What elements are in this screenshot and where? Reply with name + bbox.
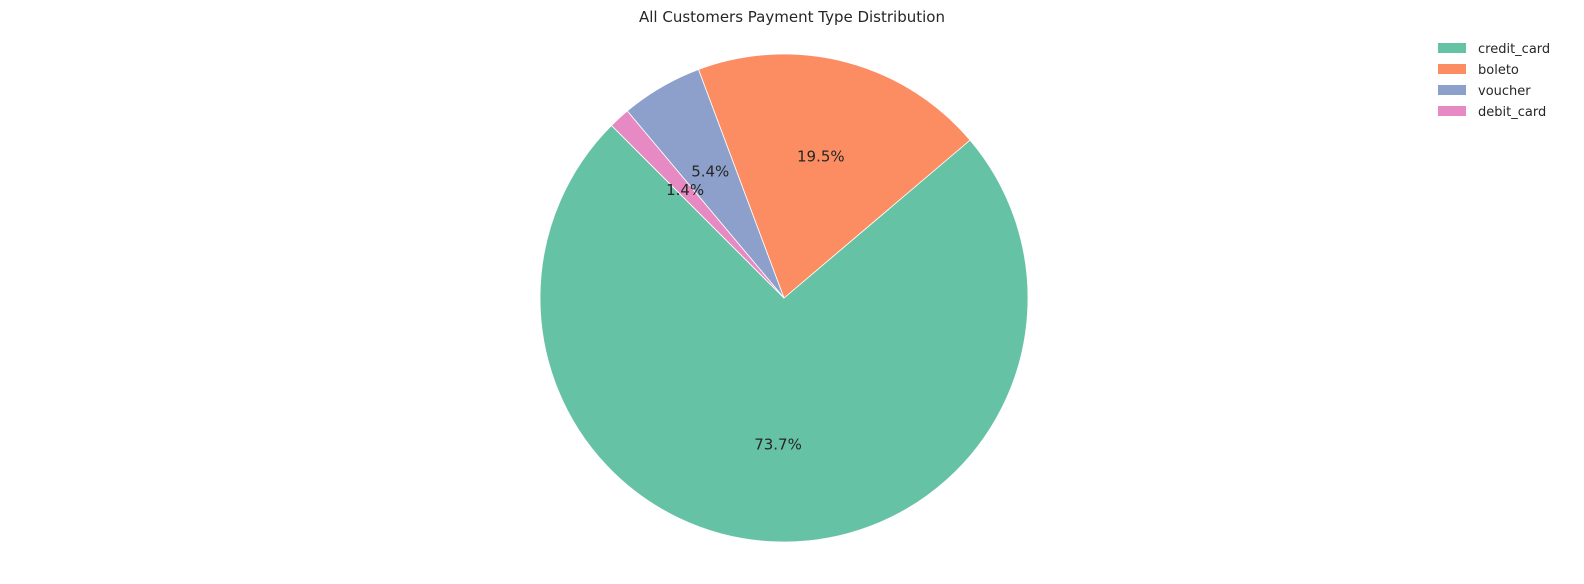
percent-label-boleto: 19.5% (797, 147, 845, 165)
percent-labels: 73.7% 19.5% 5.4%1.4% (666, 147, 845, 453)
legend-label-credit-card: credit_card (1478, 42, 1550, 57)
pie-slice-boleto (697, 53, 971, 299)
percent-label-voucher: 5.4% (691, 163, 729, 181)
legend-swatch-voucher (1438, 85, 1466, 95)
legend-label-voucher: voucher (1478, 84, 1531, 99)
pie-slices (539, 53, 1029, 543)
legend-label-boleto: boleto (1478, 63, 1519, 78)
percent-label-credit-card: 73.7% (754, 435, 802, 453)
legend-swatch-debit-card (1438, 106, 1466, 116)
percent-label-debit-card: 1.4% (666, 181, 704, 199)
pie-slice-credit-card (539, 124, 1029, 543)
legend-label-debit-card: debit_card (1478, 105, 1546, 120)
chart-title: All Customers Payment Type Distribution (639, 8, 945, 26)
legend-swatch-credit-card (1438, 43, 1466, 53)
pie-slice-debit-card (610, 110, 785, 299)
legend-swatch-boleto (1438, 64, 1466, 74)
